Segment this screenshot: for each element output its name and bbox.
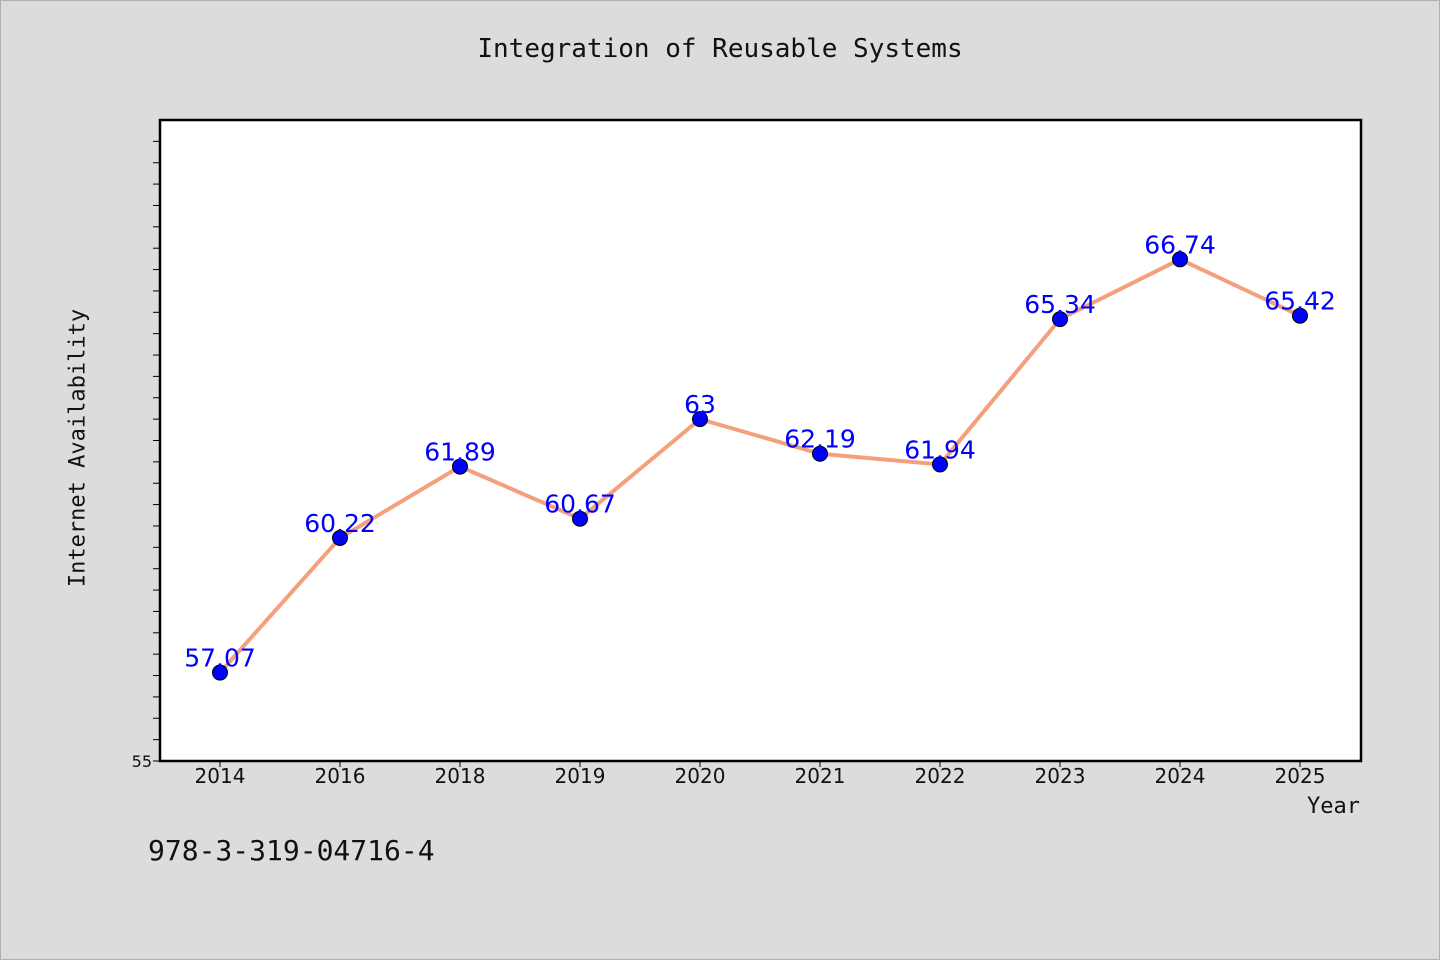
y-tick-label: 55 (132, 752, 152, 771)
data-point (332, 529, 348, 546)
x-tick-label: 2022 (915, 764, 966, 788)
data-label: 61.94 (904, 435, 976, 464)
x-tick-label: 2024 (1155, 764, 1206, 788)
x-tick-label: 2014 (195, 764, 246, 788)
plot-area (158, 118, 1363, 763)
data-label: 66.74 (1144, 230, 1216, 259)
x-tick-label: 2021 (795, 764, 846, 788)
x-tick-label: 2025 (1275, 764, 1326, 788)
data-point (452, 458, 468, 475)
data-label: 65.34 (1024, 290, 1096, 319)
x-tick-label: 2019 (555, 764, 606, 788)
x-tick-label: 2018 (435, 764, 486, 788)
x-axis-ticks: 2014 2016 2018 2019 2020 2021 2022 2023 2024 2025 (195, 761, 1326, 788)
data-point (572, 510, 588, 527)
data-label: 60.22 (304, 509, 376, 538)
data-label: 57.07 (184, 644, 256, 673)
x-tick-label: 2020 (675, 764, 726, 788)
data-point (932, 456, 948, 473)
data-labels: 57.07 60.22 61.89 60.67 63 62.19 61.94 65.34 66.… (184, 230, 1336, 672)
x-axis-label: Year (1307, 794, 1360, 819)
series-line (218, 257, 1301, 674)
chart-title: Integration of Reusable Systems (477, 34, 963, 64)
data-point (1052, 311, 1068, 328)
data-point (812, 445, 828, 462)
data-point (1292, 307, 1308, 324)
data-label: 60.67 (544, 490, 616, 519)
y-axis-ticks: 55 (132, 140, 160, 771)
data-label: 62.19 (784, 425, 856, 454)
x-tick-label: 2023 (1035, 764, 1086, 788)
data-label: 63 (684, 390, 716, 419)
isbn-footnote: 978-3-319-04716-4 (148, 834, 435, 867)
data-point (692, 411, 708, 428)
series-markers (212, 251, 1308, 681)
x-tick-label: 2016 (315, 764, 366, 788)
data-label: 61.89 (424, 438, 496, 467)
data-point (212, 664, 228, 681)
data-point (1172, 251, 1188, 268)
data-label: 65.42 (1264, 287, 1336, 316)
